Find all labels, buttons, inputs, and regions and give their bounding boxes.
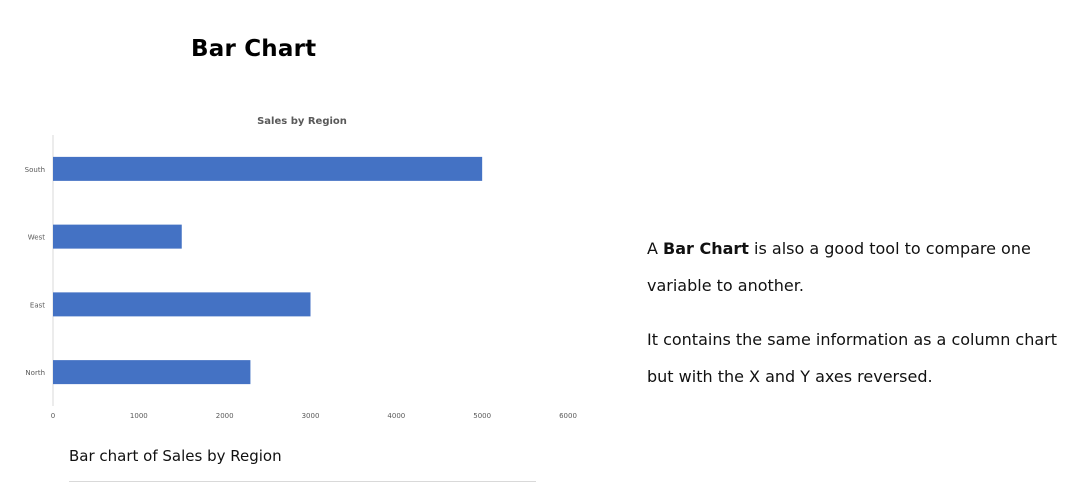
bar-chart: Sales by Region South West East North 0 1000… <box>0 100 600 430</box>
bars-group <box>53 156 483 385</box>
category-label-south: South <box>25 166 45 174</box>
x-tick-label-1000: 1000 <box>130 412 148 420</box>
category-label-west: West <box>28 234 45 242</box>
bar-east <box>53 292 311 317</box>
description: A Bar Chart is also a good tool to compa… <box>647 230 1077 412</box>
x-tick-label-3000: 3000 <box>302 412 320 420</box>
description-p1-prefix: A <box>647 239 664 258</box>
description-paragraph-1: A Bar Chart is also a good tool to compa… <box>647 230 1077 304</box>
category-labels-group: South West East North <box>25 166 46 377</box>
bar-north <box>53 360 251 385</box>
caption-divider <box>69 481 536 482</box>
description-p1-bold: Bar Chart <box>663 239 749 258</box>
chart-caption: Bar chart of Sales by Region <box>69 447 282 465</box>
x-tick-label-2000: 2000 <box>216 412 234 420</box>
page-title: Bar Chart <box>191 36 317 62</box>
x-tick-label-6000: 6000 <box>559 412 577 420</box>
chart-title: Sales by Region <box>257 116 347 127</box>
x-tick-label-0: 0 <box>51 412 55 420</box>
x-tick-label-5000: 5000 <box>473 412 491 420</box>
bar-west <box>53 224 182 249</box>
chart-svg: Sales by Region South West East North 0 1000… <box>25 116 577 420</box>
description-p1-suffix: is also a good tool to compare one varia… <box>647 239 1031 295</box>
x-tick-labels-group: 0 1000 2000 3000 4000 5000 6000 <box>51 412 577 420</box>
category-label-north: North <box>25 369 45 377</box>
x-tick-label-4000: 4000 <box>387 412 405 420</box>
category-label-east: East <box>30 301 45 309</box>
bar-south <box>53 156 483 181</box>
description-paragraph-2: It contains the same information as a co… <box>647 330 1058 386</box>
